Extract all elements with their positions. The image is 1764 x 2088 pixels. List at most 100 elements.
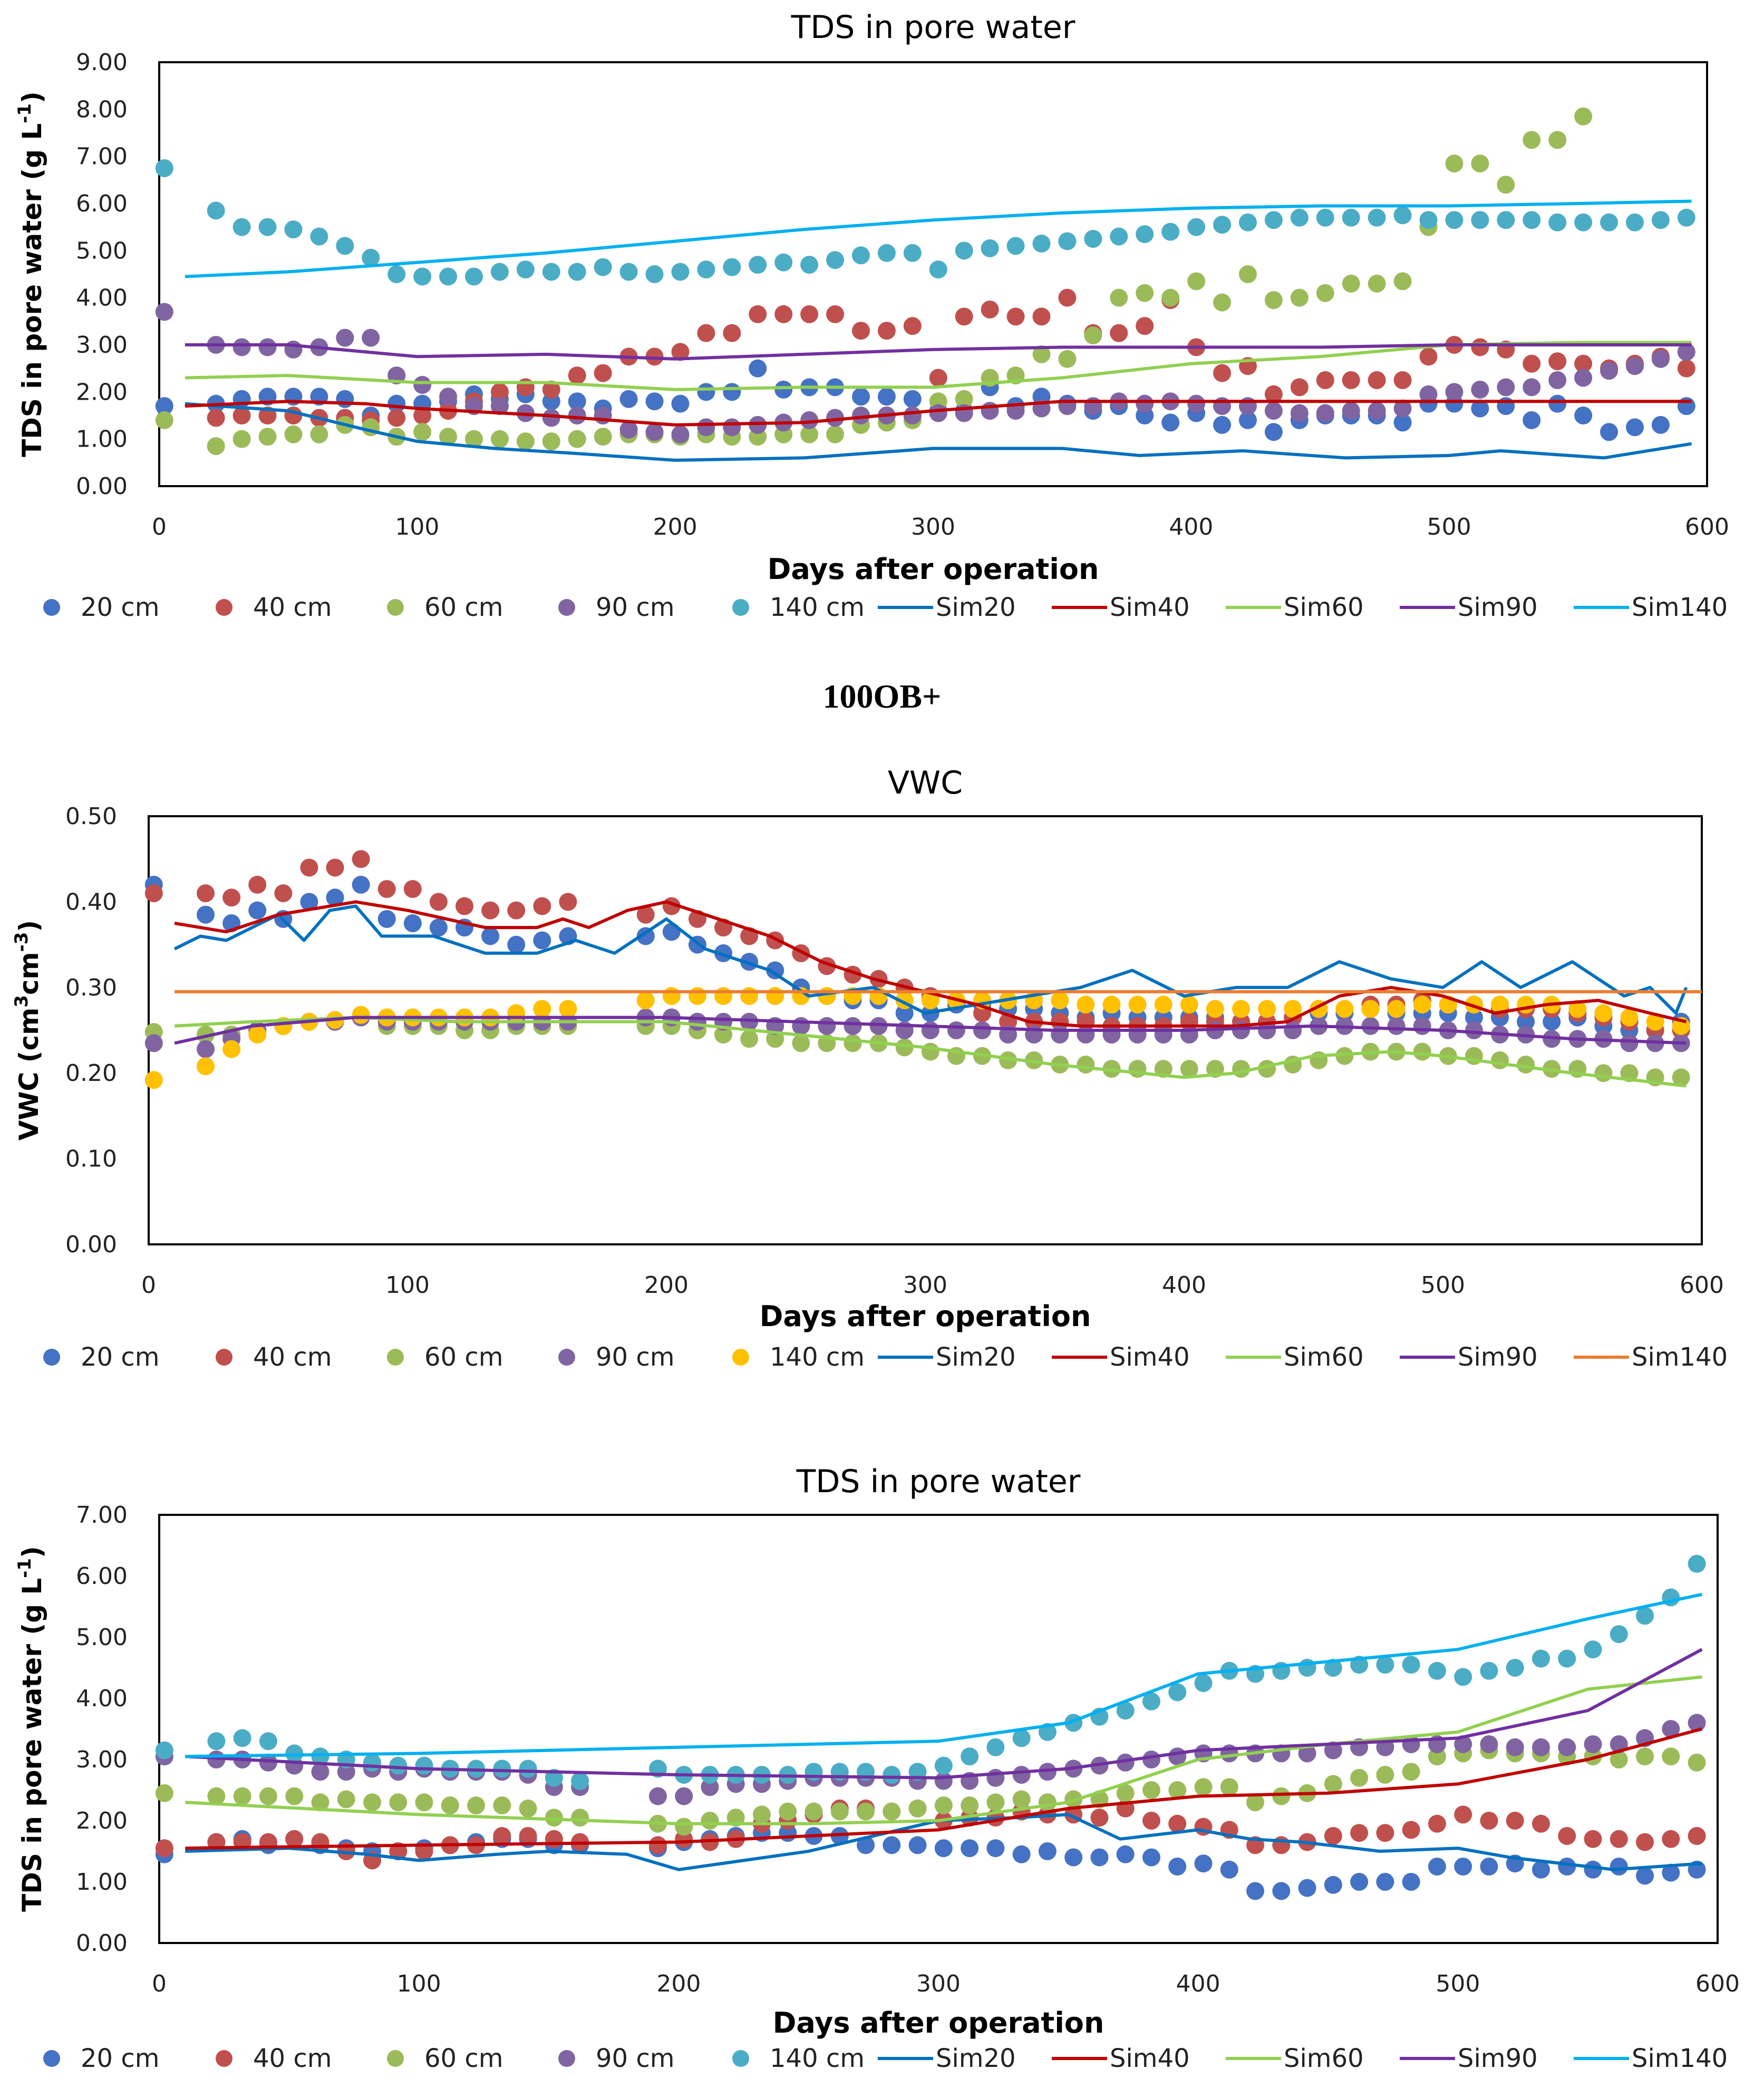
y-label-superscript: -1 <box>14 103 35 123</box>
data-point <box>1368 208 1386 227</box>
data-point <box>1574 213 1593 231</box>
data-point <box>542 380 560 399</box>
data-point <box>1543 1012 1561 1031</box>
data-point <box>1290 288 1309 307</box>
data-point <box>441 1796 459 1814</box>
data-point <box>1376 1873 1394 1891</box>
data-point <box>1594 1004 1613 1022</box>
legend-label: Sim90 <box>1458 2044 1538 2073</box>
data-point <box>594 364 612 382</box>
data-point <box>1136 394 1154 413</box>
x-tick-label: 200 <box>653 514 697 540</box>
legend-marker <box>732 599 749 616</box>
data-point <box>749 305 767 323</box>
data-point <box>1350 1873 1369 1891</box>
data-point <box>1238 213 1257 231</box>
data-point <box>1651 211 1670 229</box>
data-point <box>1136 317 1154 335</box>
data-point <box>233 1787 251 1805</box>
series-140-cm <box>155 159 1695 286</box>
data-point <box>542 432 560 451</box>
data-point <box>1324 1775 1342 1793</box>
data-point <box>1445 154 1463 173</box>
data-point <box>300 893 318 911</box>
data-point <box>258 428 277 446</box>
data-point <box>377 880 396 898</box>
data-point <box>464 430 483 448</box>
data-point <box>568 430 586 448</box>
data-point <box>800 425 819 443</box>
data-point <box>1480 1735 1498 1753</box>
data-point <box>1393 371 1412 389</box>
data-point <box>1548 394 1567 413</box>
x-axis-label: Days after operation <box>768 553 1099 586</box>
data-point <box>1298 1744 1316 1763</box>
data-point <box>258 338 277 356</box>
legend-label: Sim20 <box>936 593 1016 622</box>
data-point <box>1402 1656 1420 1674</box>
data-point <box>507 1004 526 1022</box>
data-point <box>1610 1858 1628 1876</box>
data-point <box>1324 1876 1342 1894</box>
data-point <box>697 324 715 342</box>
data-point <box>1574 354 1593 373</box>
legend-label: 40 cm <box>253 593 332 622</box>
data-point <box>675 1818 693 1836</box>
data-point <box>986 1768 1005 1787</box>
data-point <box>1688 1827 1706 1845</box>
data-point <box>248 1026 267 1044</box>
data-point <box>1102 995 1121 1014</box>
data-point <box>800 305 819 323</box>
data-point <box>1517 995 1535 1014</box>
sim-line-Sim40 <box>185 400 1692 427</box>
data-point <box>1238 265 1257 283</box>
data-point <box>1110 227 1128 246</box>
data-point <box>1402 1763 1420 1781</box>
data-point <box>648 1787 667 1805</box>
data-point <box>1128 995 1147 1014</box>
data-point <box>1548 213 1567 231</box>
data-point <box>1142 1848 1160 1867</box>
y-label-part: ) <box>17 1546 47 1558</box>
data-point <box>1335 1000 1354 1018</box>
y-tick-label: 9.00 <box>76 49 128 76</box>
sim-line-Sim90 <box>185 343 1692 361</box>
data-point <box>648 1836 667 1854</box>
data-point <box>1584 1830 1602 1848</box>
data-point <box>645 265 664 283</box>
data-point <box>1246 1793 1265 1812</box>
data-point <box>1154 995 1172 1014</box>
sim-line-Sim140 <box>185 199 1692 278</box>
legend-label: Sim40 <box>1110 1342 1190 1372</box>
y-label-part: TDS in pore water (g L <box>17 1578 47 1912</box>
sim-line-Sim20 <box>185 402 1692 462</box>
legend-label: Sim60 <box>1284 1342 1364 1372</box>
legend-marker <box>43 1349 60 1366</box>
y-label-part: ) <box>14 920 44 932</box>
legend-marker <box>216 599 232 616</box>
data-point <box>1413 995 1431 1014</box>
data-point <box>903 317 922 335</box>
chart-title: TDS in pore water <box>796 1463 1081 1500</box>
data-point <box>1284 1021 1302 1039</box>
data-point <box>1142 1751 1160 1768</box>
data-point <box>1532 1649 1550 1668</box>
data-point <box>545 1809 563 1827</box>
data-point <box>1677 359 1695 378</box>
data-point <box>1465 1008 1483 1027</box>
y-label-part: ) <box>17 91 47 103</box>
y-tick-label: 5.00 <box>76 1624 128 1651</box>
legend-label: 40 cm <box>253 2044 332 2073</box>
legend-label: 60 cm <box>424 1342 503 1372</box>
data-point <box>688 987 706 1006</box>
data-point <box>1012 1790 1031 1809</box>
data-point <box>1316 404 1334 422</box>
legend-label: Sim140 <box>1632 1342 1728 1372</box>
legend-marker <box>43 2050 60 2067</box>
x-tick-label: 0 <box>152 1970 167 1997</box>
data-point <box>844 1017 862 1035</box>
data-point <box>1688 1753 1706 1772</box>
data-point <box>1342 274 1360 293</box>
data-point <box>1187 218 1206 236</box>
